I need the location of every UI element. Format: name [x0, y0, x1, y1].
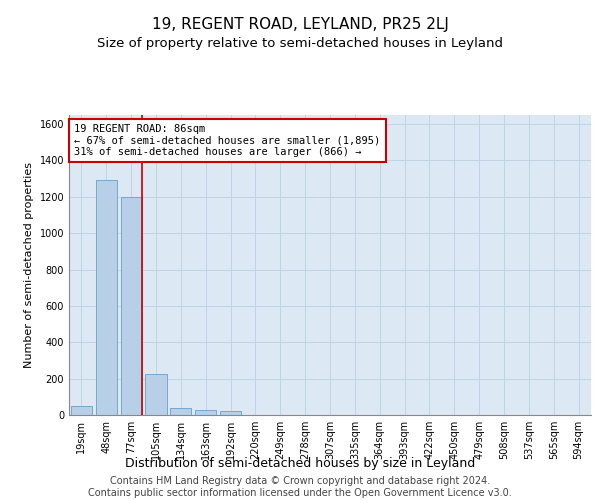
- Bar: [220, 412, 241, 415]
- Bar: [145, 374, 167, 415]
- Text: Size of property relative to semi-detached houses in Leyland: Size of property relative to semi-detach…: [97, 38, 503, 51]
- Text: 19, REGENT ROAD, LEYLAND, PR25 2LJ: 19, REGENT ROAD, LEYLAND, PR25 2LJ: [152, 18, 448, 32]
- Y-axis label: Number of semi-detached properties: Number of semi-detached properties: [24, 162, 34, 368]
- Bar: [170, 408, 191, 415]
- Bar: [121, 197, 142, 415]
- Bar: [195, 410, 216, 415]
- Text: 19 REGENT ROAD: 86sqm
← 67% of semi-detached houses are smaller (1,895)
31% of s: 19 REGENT ROAD: 86sqm ← 67% of semi-deta…: [74, 124, 380, 157]
- Bar: [71, 406, 92, 415]
- Text: Contains HM Land Registry data © Crown copyright and database right 2024.
Contai: Contains HM Land Registry data © Crown c…: [88, 476, 512, 498]
- Bar: [96, 180, 117, 415]
- Text: Distribution of semi-detached houses by size in Leyland: Distribution of semi-detached houses by …: [125, 458, 475, 470]
